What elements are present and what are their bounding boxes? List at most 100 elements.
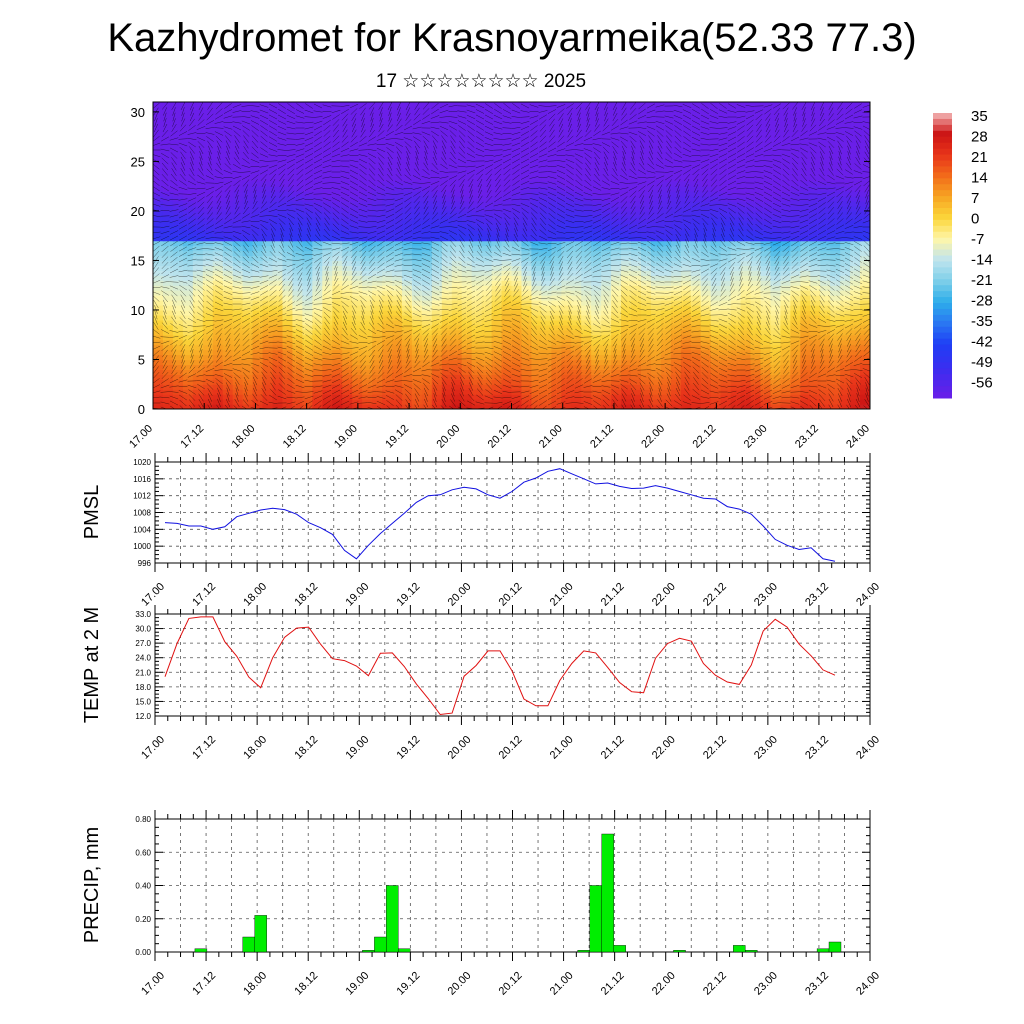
heatmap-cell [252, 309, 264, 316]
heatmap-cell [242, 334, 254, 341]
heatmap-cell [810, 364, 821, 370]
heatmap-cell [481, 309, 493, 316]
heatmap-cell [551, 285, 562, 291]
heatmap-cell [322, 186, 333, 192]
heatmap-cell [581, 265, 592, 271]
heatmap-cell [471, 374, 483, 380]
heatmap-cell [202, 136, 214, 143]
heatmap-cell [282, 181, 294, 187]
heatmap-cell [451, 329, 463, 336]
wind-barb [163, 118, 167, 127]
heatmap-cell [640, 230, 652, 237]
heatmap-cell [202, 334, 214, 341]
heatmap-cell [700, 166, 712, 172]
heatmap-cell [322, 275, 333, 281]
heatmap-cell [401, 121, 413, 128]
heatmap-cell [551, 319, 562, 326]
heatmap-cell [521, 364, 533, 370]
heatmap-cell [551, 334, 562, 341]
heatmap-cell [441, 230, 453, 237]
heatmap-cell [640, 329, 652, 336]
heatmap-cell [322, 176, 333, 182]
heatmap-cell [690, 156, 702, 163]
heatmap-cell [601, 171, 612, 177]
heatmap-cell [192, 191, 204, 197]
heatmap-cell [352, 314, 363, 321]
wind-barb [304, 131, 314, 136]
heatmap-cell [372, 146, 383, 153]
heatmap-cell [700, 230, 712, 237]
heatmap-cell [162, 205, 174, 212]
heatmap-cell [242, 280, 254, 286]
heatmap-cell [820, 116, 831, 123]
heatmap-cell [332, 354, 343, 361]
heatmap-cell [362, 220, 373, 227]
heatmap-cell [591, 384, 602, 390]
heatmap-cell [421, 260, 433, 266]
heatmap-cell [531, 146, 542, 153]
heatmap-cell [581, 225, 592, 232]
heatmap-cell [850, 245, 861, 252]
heatmap-cell [252, 126, 264, 133]
heatmap-cell [670, 305, 682, 311]
heatmap-cell [800, 300, 811, 306]
heatmap-cell [392, 245, 403, 252]
heatmap-cell [411, 250, 423, 257]
heatmap-cell [770, 181, 781, 187]
heatmap-cell [262, 161, 274, 167]
heatmap-cell [850, 270, 861, 276]
heatmap-cell [481, 116, 493, 123]
heatmap-cell [750, 176, 762, 182]
heatmap-cell [511, 230, 523, 237]
wind-barb [361, 112, 365, 122]
heatmap-cell [770, 324, 781, 331]
heatmap-cell [272, 161, 284, 167]
heatmap-cell [740, 334, 752, 341]
heatmap-cell [153, 260, 164, 266]
heatmap-cell [750, 146, 762, 153]
heatmap-cell [790, 309, 801, 316]
heatmap-cell [471, 280, 483, 286]
heatmap-cell [471, 205, 483, 212]
wind-barb [774, 123, 780, 133]
heatmap-cell [511, 136, 523, 143]
heatmap-cell [481, 285, 493, 291]
heatmap-cell [551, 280, 562, 286]
heatmap-cell [382, 305, 393, 311]
heatmap-cell [631, 399, 642, 405]
wind-barb [313, 103, 323, 109]
wind-barb [819, 112, 825, 122]
heatmap-cell [471, 156, 483, 163]
wind-barb [360, 107, 366, 116]
heatmap-cell [551, 314, 562, 321]
heatmap-cell [730, 196, 742, 202]
heatmap-cell [820, 309, 831, 316]
heatmap-cell [561, 235, 572, 242]
heatmap-cell [561, 176, 572, 182]
heatmap-cell [511, 151, 523, 158]
heatmap-cell [640, 314, 652, 321]
heatmap-cell [830, 225, 841, 232]
heatmap-cell [192, 309, 204, 316]
heatmap-cell [511, 176, 523, 182]
heatmap-cell [760, 196, 772, 202]
heatmap-cell [601, 374, 612, 380]
heatmap-cell [421, 196, 433, 202]
heatmap-cell [770, 369, 781, 375]
heatmap-cell [690, 319, 702, 326]
wind-barb [810, 102, 816, 111]
heatmap-cell [292, 176, 303, 182]
heatmap-cell [810, 270, 821, 276]
wind-barb [746, 130, 754, 137]
heatmap-cell [640, 156, 652, 163]
heatmap-cell [621, 126, 632, 133]
heatmap-cell [302, 161, 313, 167]
heatmap-cell [471, 136, 483, 143]
heatmap-cell [312, 166, 323, 172]
heatmap-cell [750, 220, 762, 227]
heatmap-cell [342, 126, 353, 133]
heatmap-cell [511, 280, 523, 286]
heatmap-cell [730, 176, 742, 182]
heatmap-cell [441, 196, 453, 202]
wind-barb [765, 129, 771, 138]
